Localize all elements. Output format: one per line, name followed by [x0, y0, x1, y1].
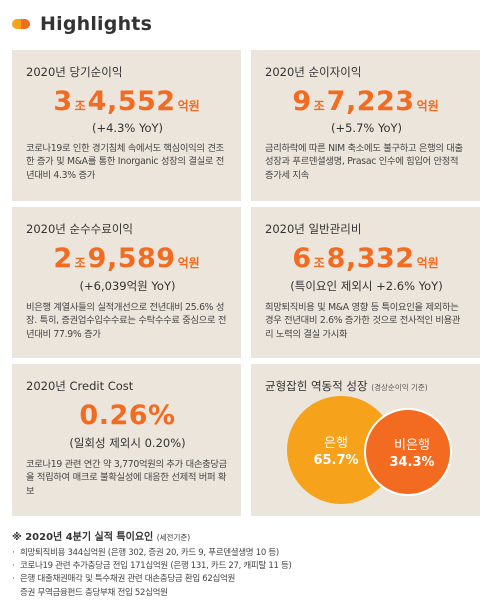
card-yoy: (특이요인 제외시 +2.6% YoY) — [290, 279, 443, 293]
card-net-fee-income: 2020년 순수수료이익 2 조9,589 억원 (+6,039억원 YoY) 비은… — [12, 207, 241, 358]
card-value: 0.26% — [79, 400, 176, 431]
bank-percent: 65.7% — [313, 453, 359, 468]
special-factors-notes: ※ 2020년 4분기 실적 특이요인 (세전기준) 희망퇴직비용 344십억원… — [12, 528, 482, 600]
card-value: 9 조7,223 억원 — [292, 86, 439, 117]
card-ga-expense: 2020년 일반관리비 6 조8,332 억원 (특이요인 제외시 +2.6% Yo… — [251, 207, 480, 358]
card-description: 비은행 계열사들의 실적개선으로 전년대비 25.6% 성장. 특히, 증권업수… — [26, 302, 227, 340]
card-description: 희망퇴직비용 및 M&A 영향 등 특이요인을 제외하는 경우 전년대비 2.6… — [265, 302, 461, 340]
card-net-income: 2020년 당기순이익 3 조4,552 억원 (+4.3% YoY) 코로나19로… — [12, 50, 241, 201]
notes-list: 희망퇴직비용 344십억원 (은행 302, 증권 20, 카드 9, 푸르덴셜… — [12, 547, 482, 600]
card-title: 2020년 순이자이익 — [265, 65, 362, 79]
list-item: 은행 대출채권매각 및 특수채권 관련 대손충당금 환입 62십억원 — [12, 573, 482, 586]
card-net-interest-income: 2020년 순이자이익 9 조7,223 억원 (+5.7% YoY) 금리하락에 … — [251, 50, 480, 201]
card-yoy: (+5.7% YoY) — [330, 121, 403, 135]
card-description: 코로나19 관련 연간 약 3,770억원의 추가 대손충당금을 적립하여 매크… — [26, 459, 227, 497]
card-description: 금리하락에 따른 NIM 축소에도 불구하고 은행의 대출성장과 푸르덴셜생명,… — [265, 143, 463, 181]
card-value: 6 조8,332 억원 — [292, 243, 439, 274]
list-item: 희망퇴직비용 344십억원 (은행 302, 증권 20, 카드 9, 푸르덴셜… — [12, 547, 482, 560]
list-item: 코로나19 관련 추가충당금 전입 171십억원 (은행 131, 카드 27,… — [12, 560, 482, 573]
card-title: 2020년 순수수료이익 — [26, 222, 133, 236]
card-description: 코로나19로 인한 경기침체 속에서도 핵심이익의 견조한 증가 및 M&A를 … — [26, 143, 224, 181]
card-value: 3 조4,552 억원 — [53, 86, 200, 117]
list-item: 증권 무역금융펀드 충당부채 전입 52십억원 — [20, 587, 168, 598]
card-yoy: (+6,039억원 YoY) — [79, 279, 176, 293]
card-title: 2020년 일반관리비 — [265, 222, 362, 236]
bullet-pill-icon — [12, 19, 30, 29]
notes-title: ※ 2020년 4분기 실적 특이요인 (세전기준) — [12, 532, 191, 543]
nonbank-label: 비은행 — [394, 438, 430, 453]
bank-label: 은행 — [324, 436, 348, 451]
nonbank-circle: 비은행 34.3% — [364, 408, 452, 496]
highlights-header: Highlights — [12, 10, 152, 38]
page-title: Highlights — [40, 13, 153, 35]
nonbank-percent: 34.3% — [389, 455, 435, 470]
card-title-note: (경상순이익 기준) — [371, 383, 428, 392]
card-yoy: (+4.3% YoY) — [91, 121, 164, 135]
card-balanced-growth: 균형잡힌 역동적 성장 (경상순이익 기준) 은행 65.7% 비은행 34.3… — [251, 364, 480, 516]
card-credit-cost: 2020년 Credit Cost 0.26% (일회성 제외시 0.20%) … — [12, 364, 241, 516]
card-value: 2 조9,589 억원 — [53, 243, 200, 274]
card-title: 2020년 당기순이익 — [26, 65, 123, 79]
card-title: 균형잡힌 역동적 성장 (경상순이익 기준) — [265, 379, 428, 393]
card-title: 2020년 Credit Cost — [26, 379, 134, 393]
card-yoy: (일회성 제외시 0.20%) — [69, 436, 186, 450]
growth-venn-diagram: 은행 65.7% 비은행 34.3% — [251, 390, 480, 510]
